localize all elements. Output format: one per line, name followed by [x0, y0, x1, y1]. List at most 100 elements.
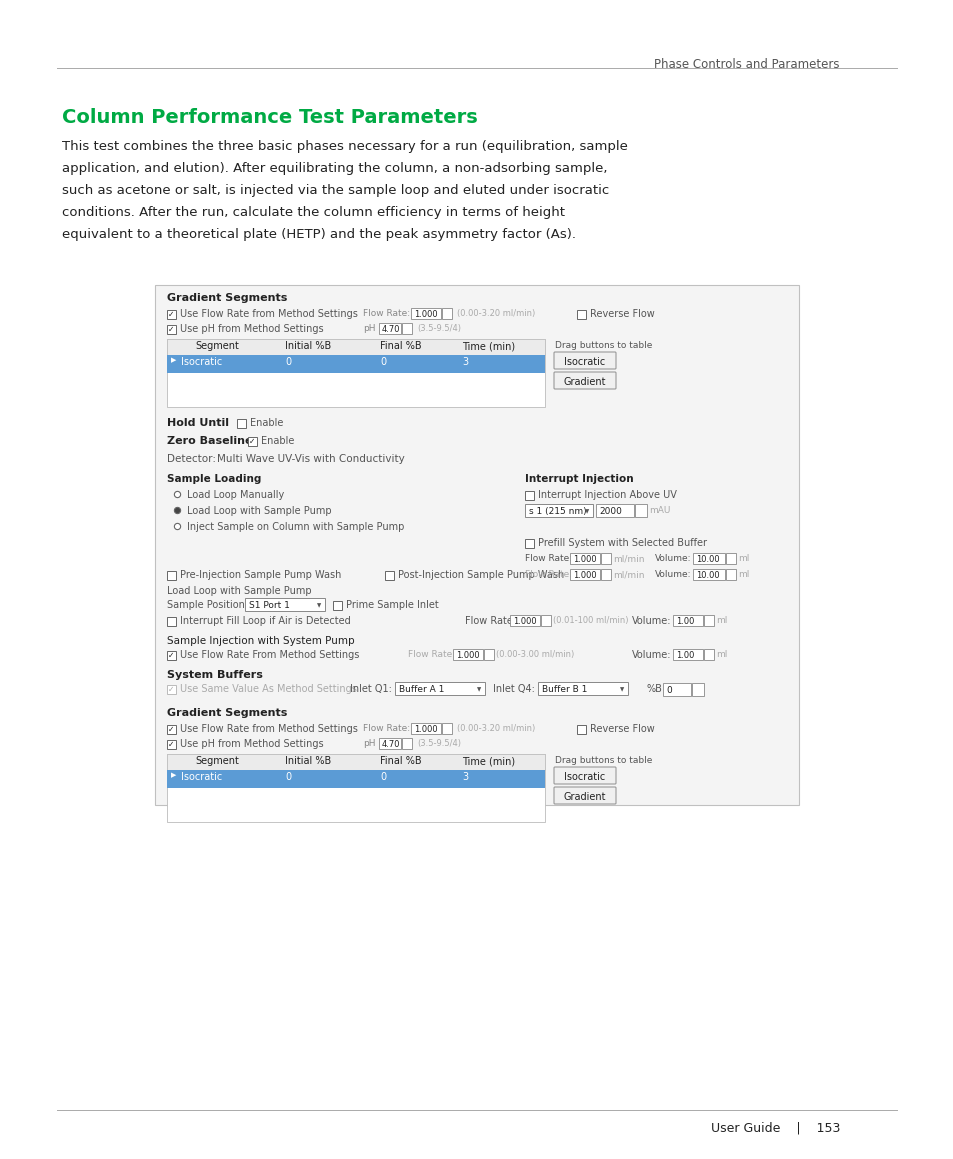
Text: Isocratic: Isocratic	[564, 357, 605, 366]
Text: pH: pH	[363, 739, 375, 748]
Text: Reverse Flow: Reverse Flow	[589, 309, 654, 319]
Text: mAU: mAU	[648, 506, 670, 515]
FancyBboxPatch shape	[167, 651, 175, 659]
FancyBboxPatch shape	[333, 602, 341, 610]
Text: Flow Rate:: Flow Rate:	[524, 570, 572, 580]
Text: Zero Baseline: Zero Baseline	[167, 436, 253, 446]
Text: Pre-Injection Sample Pump Wash: Pre-Injection Sample Pump Wash	[180, 570, 341, 580]
FancyBboxPatch shape	[577, 309, 585, 319]
FancyBboxPatch shape	[167, 338, 544, 355]
FancyBboxPatch shape	[524, 539, 534, 548]
Text: Time (min): Time (min)	[461, 756, 515, 766]
Text: Use pH from Method Settings: Use pH from Method Settings	[180, 325, 323, 334]
Text: Drag buttons to table: Drag buttons to table	[555, 756, 652, 765]
FancyBboxPatch shape	[167, 571, 175, 580]
Text: Interrupt Injection: Interrupt Injection	[524, 474, 633, 484]
Text: ml: ml	[716, 650, 726, 659]
Text: Volume:: Volume:	[655, 570, 691, 580]
FancyBboxPatch shape	[385, 571, 394, 580]
FancyBboxPatch shape	[725, 569, 735, 580]
Text: 10.00: 10.00	[696, 571, 719, 580]
Text: ▼: ▼	[316, 603, 321, 608]
Text: Inlet Q1:: Inlet Q1:	[350, 684, 392, 694]
Text: 1.000: 1.000	[414, 726, 437, 734]
FancyBboxPatch shape	[236, 420, 246, 428]
Text: 3: 3	[461, 357, 468, 367]
FancyBboxPatch shape	[167, 355, 544, 373]
FancyBboxPatch shape	[441, 308, 452, 319]
FancyBboxPatch shape	[483, 649, 494, 659]
Text: 3: 3	[461, 772, 468, 782]
FancyBboxPatch shape	[167, 309, 175, 319]
Text: Phase Controls and Parameters: Phase Controls and Parameters	[654, 58, 840, 71]
Text: 0: 0	[285, 357, 291, 367]
Text: System Buffers: System Buffers	[167, 670, 263, 680]
Text: Inlet Q4:: Inlet Q4:	[493, 684, 535, 694]
FancyBboxPatch shape	[596, 504, 634, 517]
Text: Interrupt Injection Above UV: Interrupt Injection Above UV	[537, 490, 677, 500]
Text: Buffer B 1: Buffer B 1	[541, 685, 587, 694]
Text: (3.5-9.5/4): (3.5-9.5/4)	[416, 739, 460, 748]
Text: Gradient Segments: Gradient Segments	[167, 708, 287, 717]
FancyBboxPatch shape	[411, 723, 440, 734]
Text: Segment: Segment	[194, 756, 238, 766]
Text: Hold Until: Hold Until	[167, 418, 229, 428]
Text: Initial %B: Initial %B	[285, 756, 331, 766]
Text: Flow Rate:: Flow Rate:	[363, 724, 410, 732]
Text: ✓: ✓	[168, 685, 174, 694]
Text: ▶: ▶	[171, 772, 176, 778]
Text: Reverse Flow: Reverse Flow	[589, 724, 654, 734]
FancyBboxPatch shape	[691, 683, 703, 697]
Text: Gradient: Gradient	[563, 792, 605, 802]
Text: Final %B: Final %B	[379, 341, 421, 351]
FancyBboxPatch shape	[554, 352, 616, 369]
Text: Flow Rate:: Flow Rate:	[363, 309, 410, 318]
Text: conditions. After the run, calculate the column efficiency in terms of height: conditions. After the run, calculate the…	[62, 206, 564, 219]
Text: ml: ml	[738, 554, 749, 563]
Text: 2000: 2000	[598, 506, 621, 516]
Text: Load Loop with Sample Pump: Load Loop with Sample Pump	[167, 586, 312, 596]
FancyBboxPatch shape	[524, 504, 593, 517]
Text: ml/min: ml/min	[613, 570, 644, 580]
Text: Use Flow Rate From Method Settings: Use Flow Rate From Method Settings	[180, 650, 359, 659]
FancyBboxPatch shape	[692, 569, 724, 580]
Text: Flow Rate:: Flow Rate:	[524, 554, 572, 563]
Text: Column Performance Test Parameters: Column Performance Test Parameters	[62, 108, 477, 127]
Text: 1.000: 1.000	[513, 617, 536, 626]
FancyBboxPatch shape	[395, 681, 484, 695]
FancyBboxPatch shape	[441, 723, 452, 734]
Text: Isocratic: Isocratic	[181, 357, 222, 367]
Text: 1.00: 1.00	[676, 617, 694, 626]
FancyBboxPatch shape	[167, 685, 175, 694]
Text: pH: pH	[363, 325, 375, 333]
Text: ▶: ▶	[171, 357, 176, 363]
Text: ✓: ✓	[168, 309, 174, 319]
Text: ▼: ▼	[584, 509, 589, 513]
Text: Volume:: Volume:	[631, 615, 671, 626]
Text: 4.70: 4.70	[381, 325, 400, 334]
FancyBboxPatch shape	[725, 553, 735, 564]
Text: Detector:: Detector:	[167, 454, 215, 464]
Text: 0: 0	[665, 686, 671, 695]
FancyBboxPatch shape	[167, 755, 544, 822]
FancyBboxPatch shape	[167, 770, 544, 788]
FancyBboxPatch shape	[662, 683, 690, 697]
FancyBboxPatch shape	[453, 649, 482, 659]
Text: Volume:: Volume:	[631, 650, 671, 659]
Text: S1 Port 1: S1 Port 1	[249, 602, 290, 610]
Text: This test combines the three basic phases necessary for a run (equilibration, sa: This test combines the three basic phase…	[62, 140, 627, 153]
FancyBboxPatch shape	[510, 615, 539, 626]
Text: Gradient: Gradient	[563, 377, 605, 386]
FancyBboxPatch shape	[378, 738, 400, 749]
FancyBboxPatch shape	[577, 726, 585, 734]
Text: Segment: Segment	[194, 341, 238, 351]
FancyBboxPatch shape	[154, 285, 799, 806]
Text: (3.5-9.5/4): (3.5-9.5/4)	[416, 325, 460, 333]
Text: 0: 0	[285, 772, 291, 782]
FancyBboxPatch shape	[378, 323, 400, 334]
Text: ml/min: ml/min	[613, 554, 644, 563]
Text: (0.01-100 ml/min): (0.01-100 ml/min)	[553, 615, 628, 625]
FancyBboxPatch shape	[537, 681, 627, 695]
FancyBboxPatch shape	[554, 767, 616, 783]
Text: ✓: ✓	[168, 739, 174, 749]
